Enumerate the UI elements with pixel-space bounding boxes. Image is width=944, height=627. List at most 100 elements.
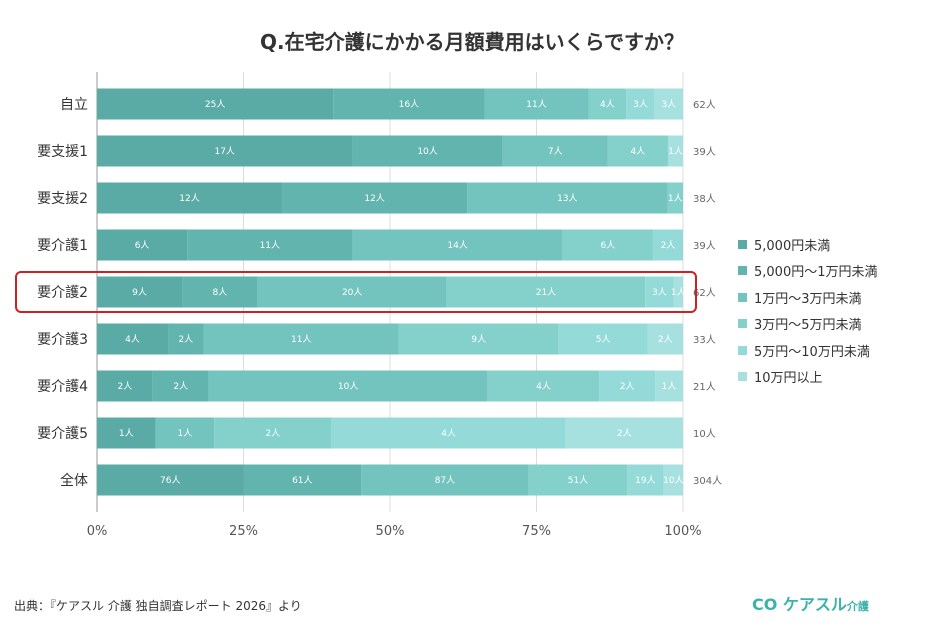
data-label: 2人 bbox=[265, 428, 280, 439]
legend-item: 5,000円～1万円未満 bbox=[738, 258, 878, 285]
bar-segment bbox=[599, 370, 656, 402]
total-label: 39人 bbox=[693, 240, 716, 252]
data-label: 2人 bbox=[178, 334, 193, 345]
bar-segment bbox=[558, 323, 648, 355]
bar-segment bbox=[487, 370, 600, 402]
bar-segment bbox=[562, 229, 653, 261]
legend-swatch bbox=[738, 345, 747, 355]
data-label: 2人 bbox=[118, 381, 133, 392]
x-tick-label: 50% bbox=[376, 524, 405, 539]
data-label: 3人 bbox=[633, 99, 648, 110]
bar-segment bbox=[214, 417, 332, 449]
category-label: 要介護5 bbox=[37, 426, 88, 442]
bar-segment bbox=[152, 370, 209, 402]
bar-segment bbox=[528, 464, 628, 496]
data-label: 9人 bbox=[471, 334, 486, 345]
bar-segment bbox=[607, 135, 668, 167]
bar-segment bbox=[97, 464, 244, 496]
bar-segment bbox=[257, 276, 447, 308]
legend-label: 5万円～10万円未満 bbox=[754, 344, 870, 360]
data-label: 8人 bbox=[213, 287, 228, 298]
bar-segment bbox=[97, 182, 283, 214]
legend-item: 1万円～3万円未満 bbox=[738, 284, 878, 311]
total-label: 33人 bbox=[693, 334, 716, 346]
legend-label: 3万円～5万円未満 bbox=[754, 318, 862, 334]
bar-segment bbox=[352, 135, 503, 167]
bar-segment bbox=[627, 464, 664, 496]
data-label: 1人 bbox=[668, 193, 683, 204]
data-label: 20人 bbox=[342, 287, 362, 298]
legend-swatch bbox=[738, 372, 747, 382]
category-label: 自立 bbox=[60, 97, 88, 113]
data-label: 3人 bbox=[661, 99, 676, 110]
category-label: 要介護3 bbox=[37, 332, 88, 348]
data-label: 21人 bbox=[536, 287, 556, 298]
data-label: 10人 bbox=[417, 146, 437, 157]
bar-segment bbox=[626, 88, 655, 120]
category-label: 全体 bbox=[60, 472, 88, 489]
total-label: 21人 bbox=[693, 381, 716, 393]
bar-segment bbox=[645, 276, 674, 308]
highlight-box bbox=[15, 271, 697, 313]
bar-segment bbox=[168, 323, 204, 355]
legend-item: 3万円～5万円未満 bbox=[738, 311, 878, 338]
category-label: 要支援1 bbox=[37, 144, 88, 160]
data-label: 2人 bbox=[620, 381, 635, 392]
category-label: 要介護1 bbox=[37, 238, 88, 254]
total-label: 62人 bbox=[693, 287, 716, 299]
bar-segment bbox=[331, 417, 566, 449]
legend-label: 10万円以上 bbox=[754, 371, 823, 387]
bar-segment bbox=[655, 370, 683, 402]
data-label: 1人 bbox=[668, 146, 683, 157]
legend-swatch bbox=[738, 266, 747, 276]
bar-segment bbox=[398, 323, 559, 355]
legend-swatch bbox=[738, 239, 747, 249]
bar-segment bbox=[673, 276, 683, 308]
data-label: 25人 bbox=[205, 99, 225, 110]
total-label: 304人 bbox=[693, 475, 722, 487]
bar-segment bbox=[187, 229, 353, 261]
data-label: 2人 bbox=[173, 381, 188, 392]
total-label: 10人 bbox=[693, 428, 716, 440]
legend-swatch bbox=[738, 292, 747, 302]
data-label: 51人 bbox=[568, 475, 588, 486]
data-label: 76人 bbox=[160, 475, 180, 486]
data-label: 1人 bbox=[662, 381, 677, 392]
data-label: 2人 bbox=[661, 240, 676, 251]
bar-segment bbox=[647, 323, 683, 355]
data-label: 1人 bbox=[178, 428, 193, 439]
bar-segment bbox=[97, 135, 353, 167]
data-label: 4人 bbox=[631, 146, 646, 157]
x-tick-label: 0% bbox=[87, 524, 108, 539]
bar-segment bbox=[182, 276, 258, 308]
data-label: 1人 bbox=[671, 287, 686, 298]
data-label: 11人 bbox=[260, 240, 280, 251]
bar-segment bbox=[333, 88, 485, 120]
legend-label: 5,000円未満 bbox=[754, 238, 831, 254]
legend-label: 5,000円～1万円未満 bbox=[754, 265, 878, 281]
bar-segment bbox=[97, 370, 153, 402]
bar-segment bbox=[203, 323, 399, 355]
x-tick-label: 75% bbox=[522, 524, 551, 539]
data-label: 14人 bbox=[447, 240, 467, 251]
data-label: 11人 bbox=[526, 99, 546, 110]
legend-label: 1万円～3万円未満 bbox=[754, 291, 862, 307]
x-tick-label: 25% bbox=[229, 524, 258, 539]
data-label: 7人 bbox=[548, 146, 563, 157]
source-note: 出典：『ケアスル 介護 独自調査レポート 2026』より bbox=[14, 599, 302, 613]
bar-segment bbox=[502, 135, 608, 167]
bar-segment bbox=[467, 182, 668, 214]
data-label: 12人 bbox=[364, 193, 384, 204]
bar-segment bbox=[208, 370, 488, 402]
data-label: 16人 bbox=[399, 99, 419, 110]
bar-segment bbox=[446, 276, 646, 308]
bar-segment bbox=[352, 229, 563, 261]
legend-item: 10万円以上 bbox=[738, 364, 878, 391]
data-label: 4人 bbox=[125, 334, 140, 345]
legend-item: 5万円～10万円未満 bbox=[738, 337, 878, 364]
bar-segment bbox=[565, 417, 683, 449]
data-label: 3人 bbox=[652, 287, 667, 298]
legend-item: 5,000円未満 bbox=[738, 231, 878, 258]
bar-segment bbox=[97, 323, 169, 355]
